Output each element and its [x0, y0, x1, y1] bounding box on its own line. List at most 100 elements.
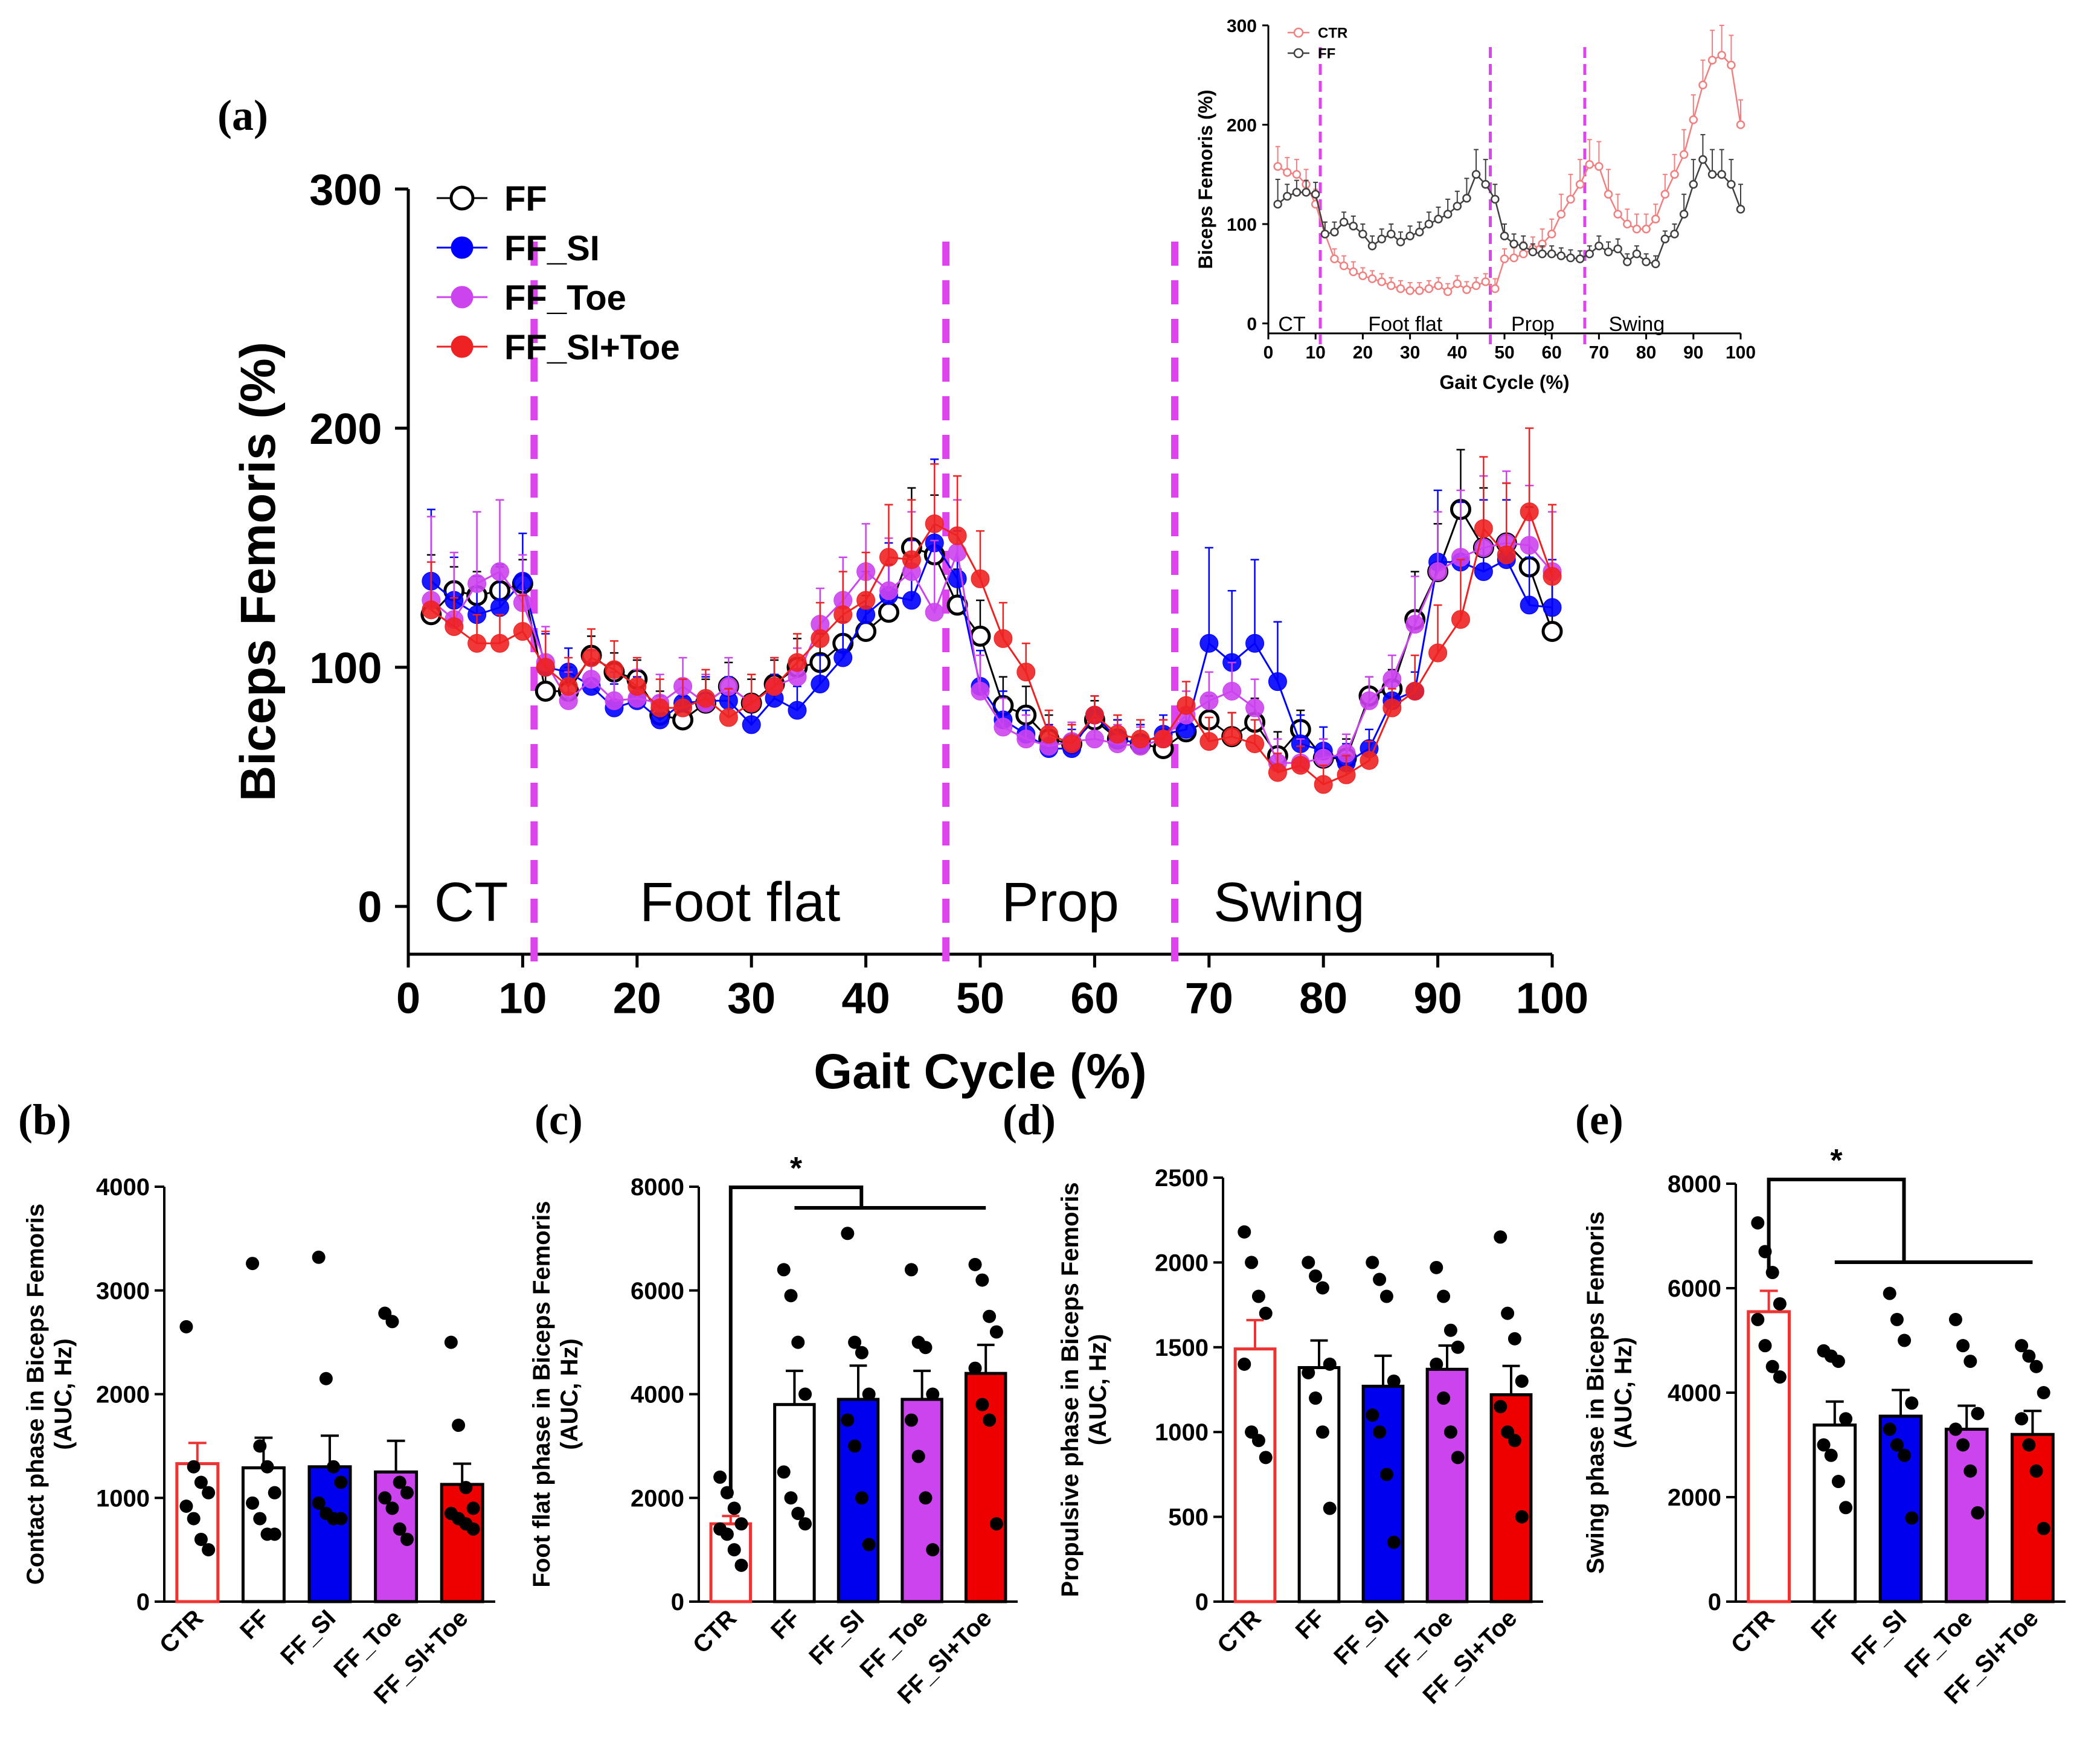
data-point	[1613, 244, 1622, 254]
data-point	[1387, 281, 1396, 290]
panel-label-b: (b)	[18, 1096, 71, 1144]
data-point	[1491, 284, 1500, 294]
bar	[1361, 1384, 1405, 1603]
data-point	[1323, 1501, 1337, 1515]
data-point	[1494, 1400, 1508, 1414]
data-point	[1890, 1438, 1904, 1452]
data-point	[1471, 281, 1481, 290]
data-point	[1251, 1289, 1265, 1303]
data-point	[628, 677, 647, 696]
data-point	[246, 1496, 260, 1510]
data-point	[1462, 194, 1471, 203]
data-point	[1085, 730, 1104, 749]
data-point	[1556, 210, 1566, 219]
data-point	[765, 677, 784, 696]
data-point	[1707, 56, 1717, 65]
x-tick-label: 50	[1494, 343, 1514, 363]
data-point	[334, 1512, 348, 1526]
data-point	[862, 1387, 876, 1401]
data-point	[911, 1449, 925, 1463]
data-point	[1292, 188, 1302, 197]
data-point	[1566, 194, 1575, 204]
data-point	[791, 1335, 805, 1349]
data-point	[1259, 1306, 1273, 1320]
phase-label: CT	[434, 871, 509, 933]
data-point	[1366, 1408, 1379, 1422]
data-point	[1585, 160, 1594, 169]
data-point	[2029, 1359, 2043, 1373]
data-point	[1964, 1464, 1977, 1478]
data-point	[268, 1486, 281, 1500]
bar	[1425, 1367, 1469, 1603]
data-point	[1905, 1396, 1919, 1410]
data-point	[1443, 210, 1453, 219]
data-point	[1964, 1355, 1977, 1369]
bar	[1297, 1365, 1341, 1603]
data-point	[1349, 267, 1358, 277]
y-tick-label: 6000	[631, 1278, 684, 1304]
data-point	[1337, 765, 1356, 785]
series-FF_SI+Toe	[422, 427, 1562, 794]
data-point	[1339, 217, 1349, 226]
x-axis-label: Gait Cycle (%)	[814, 1044, 1146, 1099]
data-point	[1765, 1359, 1779, 1373]
data-point	[925, 603, 944, 622]
data-point	[1367, 274, 1377, 283]
y-tick-label: 2000	[631, 1485, 684, 1512]
x-tick-label: 0	[1264, 343, 1274, 363]
data-point	[1500, 254, 1509, 263]
x-tick-label: 20	[613, 975, 661, 1023]
x-tick-label: 50	[956, 975, 1004, 1023]
data-point	[1396, 237, 1405, 246]
data-point	[1311, 190, 1320, 199]
data-point	[1660, 234, 1670, 243]
data-point	[650, 698, 670, 717]
data-point	[971, 569, 990, 588]
data-point	[1283, 191, 1292, 201]
data-point	[536, 658, 555, 677]
data-point	[1292, 170, 1302, 179]
y-axis-label-units: (AUC, Hz)	[1085, 1334, 1111, 1445]
data-point	[1651, 259, 1660, 269]
data-point	[696, 688, 715, 708]
data-point	[385, 1501, 399, 1515]
phase-label: Swing	[1213, 871, 1365, 933]
x-tick-label: 30	[1400, 343, 1420, 363]
data-point	[1515, 1374, 1529, 1388]
data-point	[327, 1460, 341, 1474]
data-point	[1543, 566, 1562, 586]
data-point	[319, 1372, 333, 1385]
panel-label-a: (a)	[217, 91, 268, 140]
data-point	[975, 1397, 989, 1411]
data-point	[1177, 696, 1196, 715]
phase-label: Foot flat	[1368, 313, 1442, 336]
data-point	[1905, 1511, 1919, 1525]
bar	[1233, 1347, 1277, 1603]
data-point	[246, 1257, 260, 1271]
data-point	[2037, 1521, 2050, 1535]
data-point	[926, 1543, 940, 1557]
significance-star: *	[1830, 1143, 1843, 1178]
data-point	[1651, 214, 1660, 224]
category-label: CTR	[688, 1605, 742, 1658]
data-point	[1689, 179, 1698, 189]
data-point	[422, 600, 441, 620]
data-point	[1451, 1340, 1465, 1354]
legend-marker	[451, 286, 474, 309]
y-tick-label: 0	[1708, 1589, 1721, 1616]
data-point	[1707, 170, 1717, 179]
category-label: CTR	[1212, 1605, 1266, 1658]
data-point	[260, 1460, 274, 1474]
data-point	[1199, 634, 1219, 653]
data-point	[452, 1419, 466, 1433]
data-point	[1430, 1260, 1443, 1274]
data-point	[791, 1507, 805, 1521]
data-point	[1360, 691, 1379, 710]
data-point	[720, 1527, 734, 1541]
data-point	[1379, 1289, 1393, 1303]
data-point	[1387, 1535, 1401, 1549]
data-point	[179, 1499, 193, 1513]
data-point	[989, 1325, 1003, 1339]
